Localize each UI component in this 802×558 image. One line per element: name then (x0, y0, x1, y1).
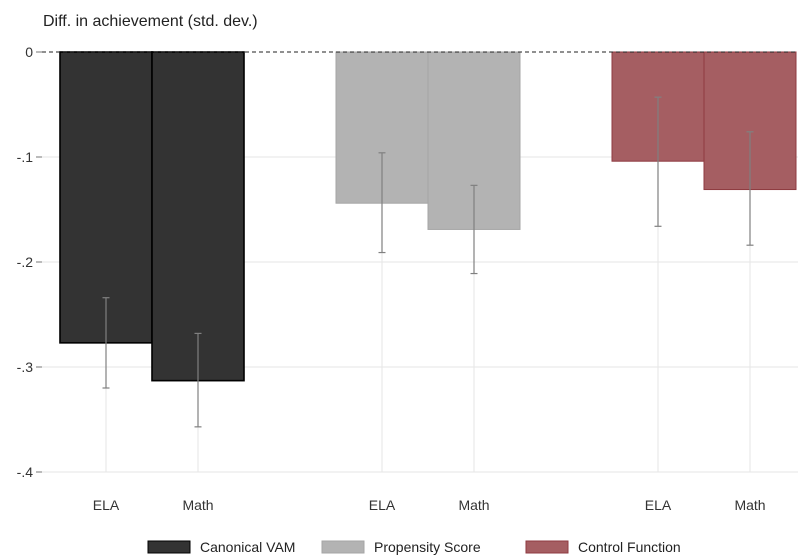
y-tick-label: 0 (25, 44, 33, 60)
y-tick-label: -.2 (17, 254, 34, 270)
x-tick-label: Math (458, 497, 489, 513)
legend: Canonical VAM Propensity Score Control Fun… (147, 539, 681, 555)
legend-swatch (525, 540, 569, 554)
legend-swatch (147, 540, 191, 554)
legend-label: Propensity Score (374, 539, 481, 555)
x-tick-label: ELA (369, 497, 396, 513)
y-axis-ticks: 0 -.1 -.2 -.3 -.4 (17, 44, 42, 480)
error-bars-layer (102, 96, 754, 428)
y-tick-label: -.4 (17, 464, 34, 480)
x-tick-label: Math (734, 497, 765, 513)
y-tick-label: -.1 (17, 149, 34, 165)
bar-canonical-vam-math (151, 51, 245, 382)
y-tick-label: -.3 (17, 359, 34, 375)
bars-layer (59, 51, 797, 382)
y-axis-title: Diff. in achievement (std. dev.) (43, 13, 258, 30)
x-tick-label: Math (182, 497, 213, 513)
legend-label: Control Function (578, 539, 681, 555)
legend-swatch (321, 540, 365, 554)
x-tick-label: ELA (93, 497, 120, 513)
bar-canonical-vam-ela (59, 51, 153, 344)
legend-label: Canonical VAM (200, 539, 295, 555)
x-axis-ticks: ELA Math ELA Math ELA Math (93, 497, 766, 513)
x-tick-label: ELA (645, 497, 672, 513)
